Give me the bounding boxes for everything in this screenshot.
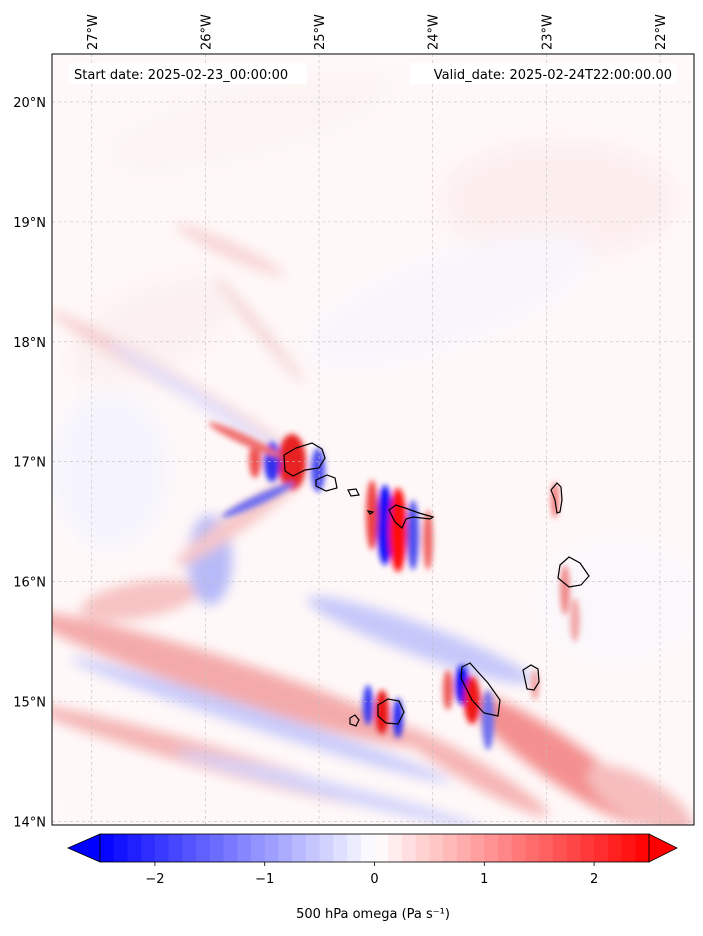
colorbar-band: [100, 834, 115, 862]
start-label-box: [69, 63, 307, 84]
colorbar: −2 −1 0 1 2 500 hPa omega (Pa s⁻¹): [67, 833, 678, 922]
colorbar-band: [456, 834, 472, 862]
valid-label-box: [410, 63, 677, 84]
lat-tick-label: 16°N: [13, 576, 46, 591]
colorbar-ticks: −2 −1 0 1 2: [145, 862, 598, 887]
lon-tick-label: 22°W: [654, 14, 669, 50]
colorbar-band: [621, 834, 636, 862]
colorbar-tick-label: −2: [145, 872, 164, 887]
colorbar-band: [347, 834, 362, 862]
colorbar-extend-high: [648, 833, 678, 863]
valid-date-label: Valid_date: 2025-02-24T22:00:00.00: [434, 68, 672, 83]
colorbar-band: [182, 834, 197, 862]
lat-tick-label: 19°N: [13, 216, 46, 231]
colorbar-tick-label: −1: [255, 872, 274, 887]
omega-field: [52, 54, 694, 825]
island-santiago: [460, 662, 501, 717]
lat-tick-label: 15°N: [13, 695, 46, 710]
colorbar-band: [113, 834, 128, 862]
lat-tick-label: 14°N: [13, 815, 46, 830]
lon-tick-label: 23°W: [540, 14, 555, 50]
lon-tick-label: 24°W: [427, 14, 442, 50]
island-sal: [550, 482, 563, 514]
colorbar-band: [594, 834, 609, 862]
colorbar-band: [127, 834, 142, 862]
colorbar-band: [401, 834, 417, 862]
colorbar-band: [360, 834, 375, 862]
coastlines: [283, 442, 590, 727]
colorbar-band: [415, 834, 430, 862]
lon-tick-label: 26°W: [199, 14, 214, 50]
island-santa-luzia: [347, 488, 360, 497]
island-brava: [349, 714, 360, 727]
map-frame: [51, 53, 695, 826]
colorbar-label: 500 hPa omega (Pa s⁻¹): [296, 907, 450, 922]
colorbar-band: [319, 834, 334, 862]
colorbar-band: [264, 834, 279, 862]
map-panel: Start date: 2025-02-23_00:00:00 Valid_da…: [51, 53, 695, 826]
colorbar-tick-label: 1: [480, 872, 488, 887]
colorbar-band: [168, 834, 183, 862]
lon-tick-label: 25°W: [313, 14, 328, 50]
island-sao-nicolau: [388, 504, 435, 529]
colorbar-tick-label: 2: [590, 872, 598, 887]
colorbar-extend-low: [67, 833, 101, 863]
colorbar-band: [237, 834, 252, 862]
colorbar-band: [511, 834, 526, 862]
colorbar-band: [429, 834, 444, 862]
colorbar-band: [141, 834, 156, 862]
island-santo-antao: [283, 442, 326, 477]
colorbar-band: [209, 834, 225, 862]
longitude-tick-labels: 27°W 26°W 25°W 24°W 23°W 22°W: [86, 14, 669, 50]
colorbar-band: [154, 834, 170, 862]
colorbar-band: [484, 834, 499, 862]
lon-tick-label: 27°W: [86, 14, 101, 50]
colorbar-bands: [100, 834, 650, 862]
colorbar-band: [196, 834, 211, 862]
island-maio: [522, 664, 540, 691]
island-ilheu: [366, 510, 375, 515]
colorbar-band: [635, 834, 650, 862]
colorbar-tick-label: 0: [370, 872, 378, 887]
colorbar-band: [498, 834, 513, 862]
colorbar-band: [607, 834, 623, 862]
colorbar-band: [525, 834, 540, 862]
start-date-label: Start date: 2025-02-23_00:00:00: [74, 68, 288, 83]
island-sao-vicente: [315, 474, 338, 492]
gridlines: [52, 54, 694, 825]
colorbar-band: [539, 834, 554, 862]
lat-tick-label: 17°N: [13, 456, 46, 471]
colorbar-band: [292, 834, 307, 862]
colorbar-band: [305, 834, 321, 862]
latitude-tick-labels: 14°N 15°N 16°N 17°N 18°N 19°N 20°N: [13, 96, 46, 830]
colorbar-band: [580, 834, 595, 862]
colorbar-band: [374, 834, 389, 862]
colorbar-band: [333, 834, 348, 862]
colorbar-band: [250, 834, 266, 862]
lat-tick-label: 20°N: [13, 96, 46, 111]
colorbar-band: [223, 834, 238, 862]
island-boa-vista: [557, 556, 590, 588]
lat-tick-label: 18°N: [13, 336, 46, 351]
colorbar-band: [470, 834, 485, 862]
colorbar-band: [566, 834, 581, 862]
colorbar-band: [388, 834, 403, 862]
colorbar-band: [552, 834, 568, 862]
island-fogo: [377, 698, 405, 725]
colorbar-band: [443, 834, 458, 862]
colorbar-band: [278, 834, 293, 862]
